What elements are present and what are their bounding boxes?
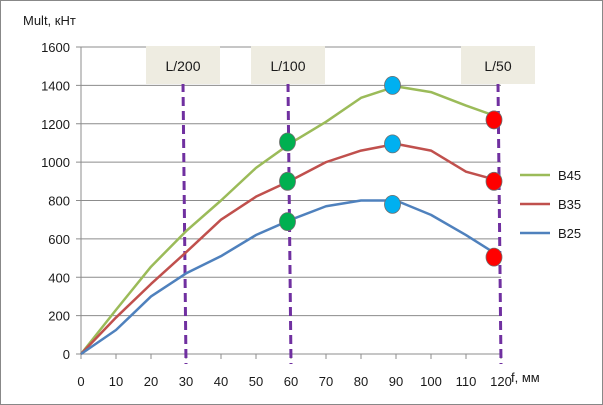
highlight-marker-8 [485,247,503,267]
y-tick-label-400: 400 [48,270,70,285]
highlight-marker-7 [485,171,503,191]
highlight-marker-6 [485,110,503,130]
y-tick-label-1000: 1000 [41,155,70,170]
y-tick-label-1200: 1200 [41,117,70,132]
legend-label-b25: B25 [558,226,581,241]
highlight-marker-3 [384,75,401,95]
y-tick-label-600: 600 [48,232,70,247]
x-tick-label-20: 20 [144,374,158,389]
x-axis-title: f, мм [511,370,540,385]
y-tick-label-1600: 1600 [41,40,70,55]
legend: B45 B35 B25 [520,168,581,241]
x-tick-label-50: 50 [249,374,263,389]
highlight-marker-1 [279,171,296,191]
limit-callout-label-2: L/50 [484,58,511,74]
y-tick-label-800: 800 [48,194,70,209]
x-tick-label-0: 0 [77,374,84,389]
x-tick-label-30: 30 [179,374,193,389]
limit-callout-box-1 [251,46,325,84]
limit-line-2 [496,82,503,365]
y-tick-label-1400: 1400 [41,78,70,93]
limit-callout-box-2 [461,46,535,84]
highlight-marker-2 [279,212,296,232]
x-tick-label-120: 120 [490,374,512,389]
highlight-markers [279,75,503,267]
y-axis-title: Mult, кНт [23,13,76,28]
x-tick-label-80: 80 [354,374,368,389]
highlight-marker-5 [384,194,401,214]
legend-label-b45: B45 [558,168,581,183]
limit-callout-box-0 [146,46,220,84]
highlight-marker-0 [279,132,296,152]
y-tick-label-0: 0 [63,347,70,362]
x-tick-label-70: 70 [319,374,333,389]
x-tick-label-110: 110 [456,374,477,389]
x-tick-label-90: 90 [389,374,403,389]
limit-callout-label-0: L/200 [165,58,200,74]
limit-line-0 [181,82,188,365]
x-tick-label-60: 60 [284,374,298,389]
highlight-marker-4 [384,134,401,154]
tick-labels: 0 200 400 600 800 1000 1200 1400 1600 0 10 20 30 40 50… [41,40,512,389]
x-tick-label-40: 40 [214,374,228,389]
x-tick-label-100: 100 [420,374,442,389]
limit-callout-label-1: L/100 [270,58,305,74]
y-tick-label-200: 200 [48,309,70,324]
x-tick-label-10: 10 [109,374,123,389]
legend-label-b35: B35 [558,197,581,212]
